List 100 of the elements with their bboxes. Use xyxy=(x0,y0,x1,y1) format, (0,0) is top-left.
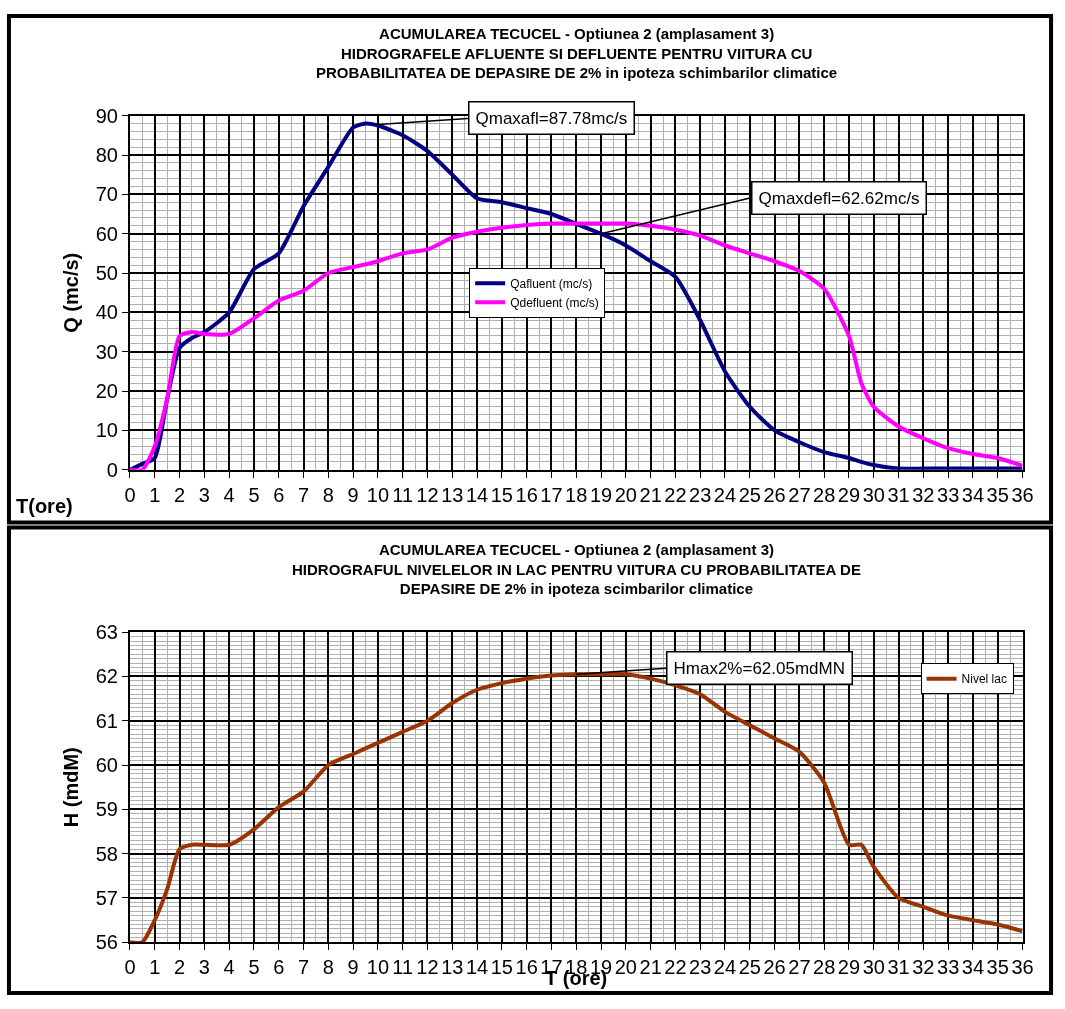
x-tick-label: 4 xyxy=(223,956,235,979)
x-tick-label: 34 xyxy=(961,483,985,506)
y-tick-label: 20 xyxy=(95,380,118,403)
x-tick-label: 23 xyxy=(689,956,712,979)
y-tick-label: 50 xyxy=(95,262,118,285)
annotation: Hmax2%=62.05mdMN xyxy=(673,658,845,678)
x-tick-label: 22 xyxy=(664,956,687,979)
x-tick-label: 23 xyxy=(689,483,712,506)
x-tick-label: 33 xyxy=(937,483,960,506)
legend-label: Qafluent (mc/s) xyxy=(510,276,593,291)
y-axis-title: Q (mc/s) xyxy=(59,252,82,333)
y-axis-title: H (mdM) xyxy=(59,747,82,828)
x-tick-label: 31 xyxy=(887,483,910,506)
x-tick-label: 3 xyxy=(198,956,210,979)
x-tick-label: 21 xyxy=(639,483,662,506)
x-tick-label: 24 xyxy=(713,483,737,506)
x-tick-label: 17 xyxy=(540,483,563,506)
x-tick-label: 20 xyxy=(614,483,637,506)
x-tick-label: 36 xyxy=(1011,956,1034,979)
y-tick-label: 60 xyxy=(95,222,118,245)
x-tick-label: 27 xyxy=(788,483,811,506)
x-tick-label: 25 xyxy=(738,483,761,506)
x-tick-label: 32 xyxy=(912,956,935,979)
x-tick-label: 35 xyxy=(986,956,1009,979)
y-tick-label: 61 xyxy=(95,709,118,732)
x-tick-label: 13 xyxy=(441,483,464,506)
x-tick-label: 1 xyxy=(149,956,161,979)
x-tick-label: 20 xyxy=(614,956,637,979)
annotation: Qmaxdefl=62.62mc/s xyxy=(758,188,920,208)
legend-label: Nivel lac xyxy=(961,672,1007,687)
y-tick-label: 70 xyxy=(95,183,118,206)
x-tick-label: 9 xyxy=(347,483,359,506)
x-tick-label: 36 xyxy=(1011,483,1034,506)
x-tick-label: 28 xyxy=(813,483,836,506)
x-tick-label: 34 xyxy=(961,956,985,979)
y-tick-label: 80 xyxy=(95,144,118,167)
x-tick-label: 14 xyxy=(465,956,489,979)
x-tick-label: 5 xyxy=(248,483,260,506)
x-tick-label: 16 xyxy=(515,483,538,506)
y-tick-label: 40 xyxy=(95,301,118,324)
x-tick-label: 16 xyxy=(515,956,538,979)
x-tick-label: 8 xyxy=(322,956,334,979)
y-tick-label: 56 xyxy=(95,931,118,954)
x-tick-label: 11 xyxy=(392,956,414,979)
x-tick-label: 7 xyxy=(297,956,310,979)
x-tick-label: 13 xyxy=(441,956,464,979)
y-tick-label: 30 xyxy=(95,340,118,363)
y-tick-label: 90 xyxy=(95,104,118,127)
x-tick-label: 6 xyxy=(273,956,285,979)
x-tick-label: 2 xyxy=(174,483,186,506)
x-tick-label: 5 xyxy=(248,956,260,979)
x-tick-label: 30 xyxy=(862,483,885,506)
x-tick-label: 24 xyxy=(713,956,737,979)
chart-title: ACUMULAREA TECUCEL - Optiunea 2 (amplasament 3) HIDROGRAFELE AFLUENTE SI DEFLUENTE PENTRU VIITURA CU PROBABILITATEA DE DEPASIRE DE 2% in ipoteza schimbarilor climatice xyxy=(316,25,838,81)
y-tick-label: 60 xyxy=(95,754,118,777)
legend-label: Qdefluent (mc/s) xyxy=(510,295,599,310)
x-tick-label: 0 xyxy=(124,956,136,979)
y-tick-label: 58 xyxy=(95,842,118,865)
x-tick-label: 12 xyxy=(416,483,439,506)
x-tick-label: 32 xyxy=(912,483,935,506)
x-tick-label: 14 xyxy=(465,483,489,506)
x-tick-label: 15 xyxy=(490,483,513,506)
x-tick-label: 33 xyxy=(937,956,960,979)
x-tick-label: 3 xyxy=(198,483,210,506)
x-tick-label: 0 xyxy=(124,483,136,506)
x-tick-label: 11 xyxy=(392,483,414,506)
x-tick-label: 7 xyxy=(297,483,310,506)
x-tick-label: 10 xyxy=(366,956,390,979)
x-tick-label: 27 xyxy=(788,956,811,979)
x-tick-label: 4 xyxy=(223,483,235,506)
chart-title: ACUMULAREA TECUCEL - Optiunea 2 (amplasament 3) HIDROGRAFUL NIVELELOR IN LAC PENTRU VIITURA CU PROBABILITATEA DE DEPASIRE DE 2% in ipoteza scimbarilor climatice xyxy=(292,541,861,597)
x-axis-title: T(ore) xyxy=(16,495,73,517)
x-tick-label: 9 xyxy=(347,956,359,979)
annotation: Qmaxafl=87.78mc/s xyxy=(475,108,628,128)
x-tick-label: 15 xyxy=(490,956,513,979)
x-tick-label: 21 xyxy=(639,956,662,979)
x-tick-label: 26 xyxy=(763,956,786,979)
x-tick-label: 18 xyxy=(565,483,588,506)
x-tick-label: 31 xyxy=(887,956,910,979)
y-tick-label: 0 xyxy=(106,458,118,481)
x-tick-label: 22 xyxy=(664,483,687,506)
x-tick-label: 2 xyxy=(174,956,186,979)
x-tick-label: 12 xyxy=(416,956,439,979)
x-tick-label: 35 xyxy=(986,483,1009,506)
x-tick-label: 28 xyxy=(813,956,836,979)
x-tick-label: 30 xyxy=(862,956,885,979)
x-tick-label: 29 xyxy=(837,956,861,979)
x-tick-label: 8 xyxy=(322,483,334,506)
y-tick-label: 57 xyxy=(95,886,118,909)
x-tick-label: 10 xyxy=(366,483,390,506)
y-tick-label: 63 xyxy=(95,621,118,644)
y-tick-label: 10 xyxy=(95,419,118,442)
x-tick-label: 26 xyxy=(763,483,786,506)
y-tick-label: 62 xyxy=(95,665,118,688)
x-tick-label: 29 xyxy=(837,483,861,506)
y-tick-label: 59 xyxy=(95,798,118,821)
x-tick-label: 6 xyxy=(273,483,285,506)
x-tick-label: 19 xyxy=(589,483,613,506)
x-tick-label: 1 xyxy=(149,483,161,506)
x-tick-label: 25 xyxy=(738,956,761,979)
